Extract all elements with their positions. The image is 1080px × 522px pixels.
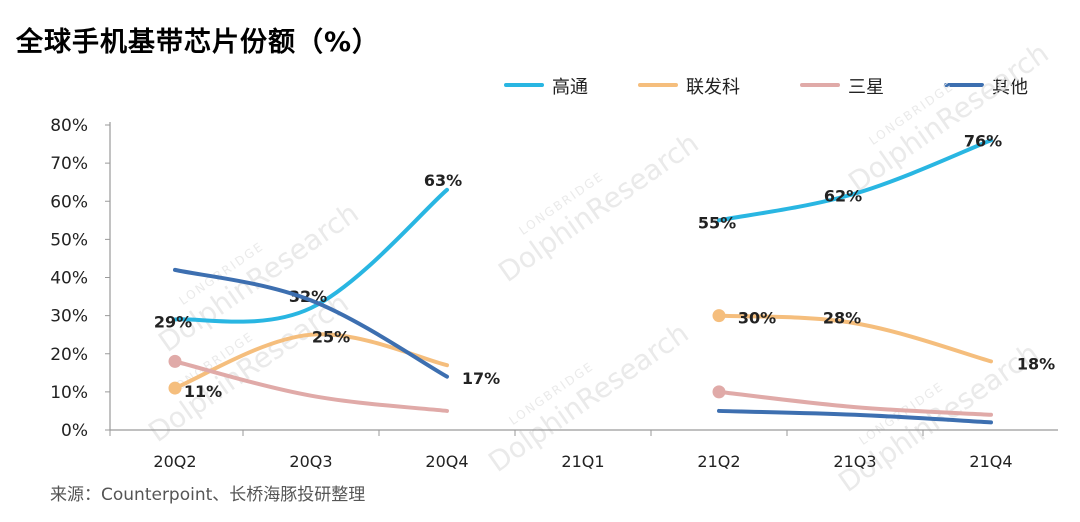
series-2-line xyxy=(717,389,993,417)
source-note: 来源：Counterpoint、长桥海豚投研整理 xyxy=(50,485,366,505)
series-1-data-label: 25% xyxy=(312,328,350,347)
series-0-data-label: 76% xyxy=(964,131,1002,150)
series-0-data-label: 62% xyxy=(824,187,862,206)
legend-swatch xyxy=(800,83,840,87)
series-1-data-label: 30% xyxy=(738,309,776,328)
series-0-data-label: 63% xyxy=(424,171,462,190)
legend-label: 其他 xyxy=(992,77,1028,98)
y-tick-label: 10% xyxy=(50,383,88,403)
y-tick-label: 20% xyxy=(50,345,88,365)
y-tick-label: 0% xyxy=(61,421,88,441)
legend-swatch xyxy=(944,83,984,87)
y-tick-label: 40% xyxy=(50,269,88,289)
legend-label: 联发科 xyxy=(686,77,740,98)
series-0-line xyxy=(717,138,993,223)
series-0-line xyxy=(173,187,449,324)
series-3-line xyxy=(173,267,449,379)
series-2-point xyxy=(712,385,726,399)
y-tick-label: 70% xyxy=(50,154,88,174)
series-1-data-label: 18% xyxy=(1017,354,1055,373)
series-0-data-label: 29% xyxy=(154,312,192,331)
y-tick-label: 80% xyxy=(50,116,88,136)
x-tick-label: 21Q4 xyxy=(969,452,1012,471)
series-1-data-label: 28% xyxy=(823,308,861,327)
series-1-data-label: 17% xyxy=(462,369,500,388)
x-tick-label: 21Q1 xyxy=(561,452,604,471)
series-2-point xyxy=(168,354,182,368)
legend-swatch xyxy=(638,83,678,87)
watermark-name: DolphinResearch xyxy=(492,126,704,288)
x-tick-label: 20Q4 xyxy=(425,452,468,471)
watermark-name: DolphinResearch xyxy=(842,36,1054,198)
series-1-line xyxy=(717,313,993,364)
x-tick-label: 20Q3 xyxy=(289,452,332,471)
series-1-point xyxy=(168,381,182,395)
y-tick-label: 30% xyxy=(50,307,88,327)
series-1-data-label: 11% xyxy=(184,382,222,401)
y-tick-label: 60% xyxy=(50,192,88,212)
series-1-point xyxy=(712,309,726,323)
legend-label: 高通 xyxy=(552,77,588,98)
x-tick-label: 21Q3 xyxy=(833,452,876,471)
series-2-line xyxy=(173,359,449,413)
chart-title: 全球手机基带芯片份额（%） xyxy=(16,27,381,58)
x-tick-label: 20Q2 xyxy=(153,452,196,471)
y-tick-label: 50% xyxy=(50,230,88,250)
series-3-line xyxy=(717,408,993,425)
legend-label: 三星 xyxy=(848,77,884,98)
series-0-data-label: 55% xyxy=(698,213,736,232)
legend-swatch xyxy=(504,83,544,87)
x-tick-label: 21Q2 xyxy=(697,452,740,471)
